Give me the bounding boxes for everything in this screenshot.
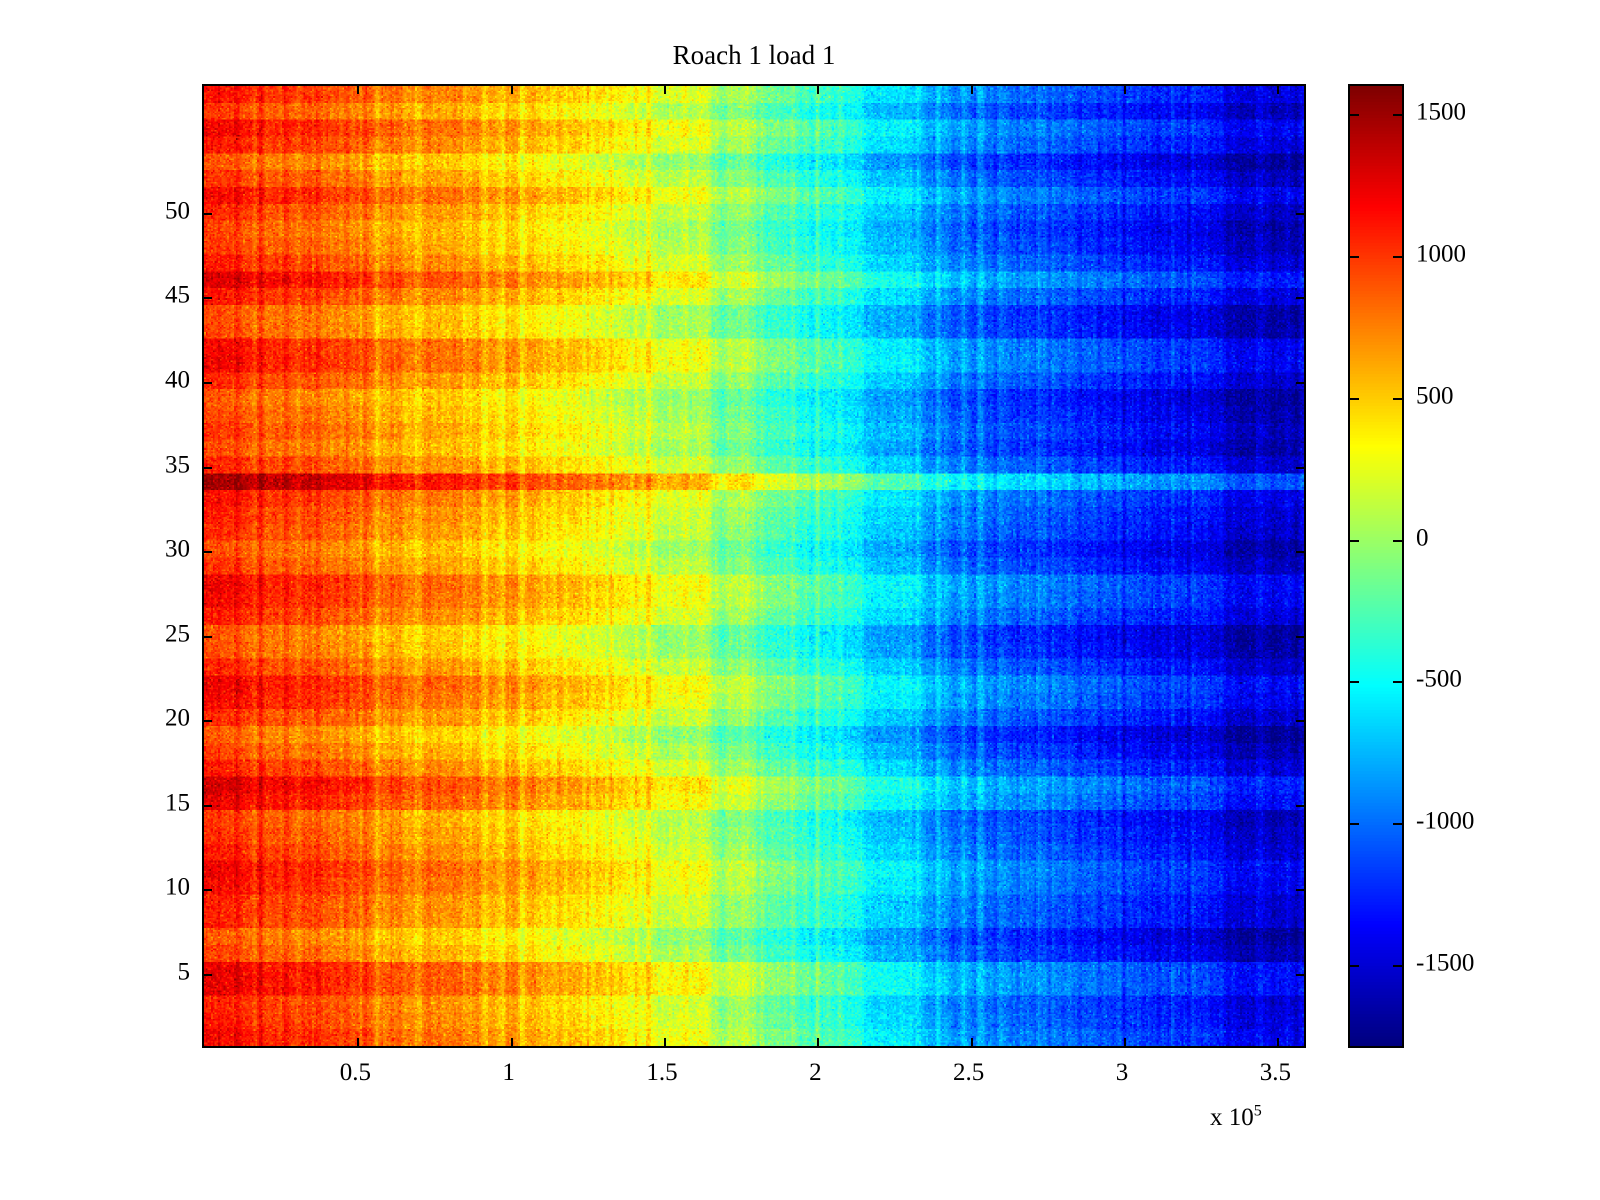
y-tick-label: 45 <box>165 281 190 309</box>
y-tick-mark <box>204 635 212 638</box>
colorbar-tick-mark <box>1350 539 1359 542</box>
x-tick-label: 2 <box>809 1059 822 1086</box>
colorbar-tick-mark <box>1350 114 1359 117</box>
x-exponent-power: 5 <box>1253 1102 1262 1120</box>
x-tick-mark-top <box>970 86 973 94</box>
y-tick-mark-right <box>1296 635 1304 638</box>
colorbar-tick-mark-right <box>1393 256 1402 259</box>
y-tick-mark-right <box>1296 297 1304 300</box>
x-exponent-base: x 10 <box>1210 1104 1254 1131</box>
colorbar-tick-mark <box>1350 823 1359 826</box>
colorbar-tick-mark <box>1350 964 1359 967</box>
y-tick-mark <box>204 466 212 469</box>
heatmap-axes[interactable] <box>202 84 1306 1048</box>
x-tick-mark <box>664 1038 666 1046</box>
colorbar-gradient <box>1350 86 1402 1046</box>
y-tick-label: 50 <box>165 197 190 225</box>
x-tick-mark <box>1124 1038 1126 1046</box>
y-tick-mark-right <box>1296 889 1304 892</box>
colorbar-tick-label: 1000 <box>1416 240 1466 268</box>
colorbar-tick-label: 1500 <box>1416 98 1466 126</box>
y-tick-mark <box>204 720 212 723</box>
y-tick-label: 20 <box>165 704 190 732</box>
y-tick-mark <box>204 381 212 384</box>
x-tick-label: 0.5 <box>339 1059 371 1086</box>
colorbar-tick-mark-right <box>1393 823 1402 826</box>
colorbar-tick-label: -1000 <box>1416 807 1475 835</box>
x-tick-mark-top <box>357 86 360 94</box>
x-tick-mark <box>817 1038 820 1046</box>
colorbar-tick-label: 0 <box>1416 524 1429 552</box>
x-tick-label: 2.5 <box>953 1059 985 1086</box>
y-tick-mark <box>204 212 212 215</box>
colorbar-tick-mark <box>1350 681 1359 684</box>
heatmap-image <box>204 86 1304 1046</box>
colorbar-tick-mark <box>1350 256 1359 259</box>
y-tick-label: 10 <box>165 873 190 901</box>
y-tick-mark <box>204 804 212 807</box>
x-tick-mark <box>970 1038 973 1046</box>
y-tick-mark <box>204 889 212 892</box>
y-tick-label: 35 <box>165 451 190 479</box>
y-tick-label: 5 <box>177 958 191 986</box>
x-tick-mark <box>357 1038 360 1046</box>
y-tick-label: 40 <box>165 366 190 394</box>
colorbar-tick-mark-right <box>1393 114 1402 117</box>
x-tick-mark-top <box>1124 86 1126 94</box>
colorbar-tick-mark-right <box>1393 397 1402 400</box>
x-tick-label: 3 <box>1115 1059 1129 1086</box>
x-tick-mark <box>1277 1038 1280 1046</box>
x-tick-label: 1 <box>502 1059 515 1086</box>
x-tick-label: 1.5 <box>646 1059 678 1086</box>
colorbar-tick-mark-right <box>1393 964 1402 967</box>
y-tick-mark-right <box>1296 720 1304 723</box>
x-tick-mark-top <box>817 86 820 94</box>
y-tick-mark-right <box>1296 973 1304 976</box>
x-axis-exponent-label: x 105 <box>1210 1102 1262 1131</box>
colorbar[interactable] <box>1348 84 1404 1048</box>
y-tick-label: 30 <box>165 535 190 563</box>
y-tick-mark <box>204 297 212 300</box>
colorbar-tick-mark <box>1350 397 1359 400</box>
x-tick-mark-top <box>1277 86 1280 94</box>
y-tick-mark-right <box>1296 381 1304 384</box>
x-tick-label: 3.5 <box>1259 1059 1291 1086</box>
x-tick-mark-top <box>664 86 666 94</box>
y-tick-mark <box>204 551 212 554</box>
colorbar-tick-mark-right <box>1393 681 1402 684</box>
y-tick-mark-right <box>1296 551 1304 554</box>
y-tick-mark <box>204 973 212 976</box>
colorbar-tick-label: 500 <box>1416 382 1454 410</box>
y-tick-mark-right <box>1296 466 1304 469</box>
x-tick-mark-top <box>510 86 513 94</box>
chart-title: Roach 1 load 1 <box>672 40 836 70</box>
colorbar-tick-label: -500 <box>1416 665 1462 693</box>
y-tick-label: 15 <box>165 789 190 817</box>
colorbar-tick-label: -1500 <box>1416 949 1475 977</box>
y-tick-mark-right <box>1296 212 1304 215</box>
y-tick-label: 25 <box>165 620 190 648</box>
y-tick-mark-right <box>1296 804 1304 807</box>
colorbar-tick-mark-right <box>1393 539 1402 542</box>
x-tick-mark <box>510 1038 513 1046</box>
